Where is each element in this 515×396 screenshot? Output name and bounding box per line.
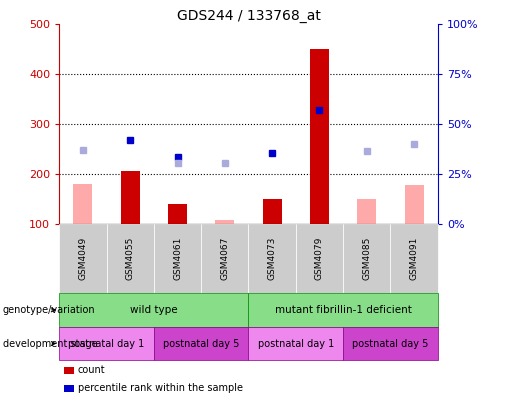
Bar	[390, 224, 438, 293]
Bar	[215, 220, 234, 224]
Bar	[64, 385, 74, 392]
Text: GSM4085: GSM4085	[362, 237, 371, 280]
Text: postnatal day 1: postnatal day 1	[258, 339, 334, 348]
Bar	[201, 224, 248, 293]
Bar	[74, 184, 92, 224]
Text: development stage: development stage	[3, 339, 97, 348]
Bar	[343, 327, 438, 360]
Bar	[107, 224, 154, 293]
Bar	[343, 224, 390, 293]
Text: postnatal day 5: postnatal day 5	[163, 339, 239, 348]
Bar	[248, 327, 343, 360]
Text: percentile rank within the sample: percentile rank within the sample	[78, 383, 243, 393]
Bar	[405, 185, 423, 224]
Text: count: count	[78, 365, 106, 375]
Bar	[263, 199, 282, 224]
Text: genotype/variation: genotype/variation	[3, 305, 95, 315]
Text: postnatal day 1: postnatal day 1	[68, 339, 145, 348]
Text: GSM4091: GSM4091	[409, 237, 419, 280]
Bar	[248, 293, 438, 327]
Text: GSM4049: GSM4049	[78, 237, 88, 280]
Bar	[310, 49, 329, 224]
Title: GDS244 / 133768_at: GDS244 / 133768_at	[177, 9, 320, 23]
Bar	[168, 204, 187, 224]
Text: postnatal day 5: postnatal day 5	[352, 339, 428, 348]
Bar	[59, 224, 107, 293]
Bar	[154, 327, 248, 360]
Bar	[59, 293, 248, 327]
Bar	[154, 224, 201, 293]
Bar	[357, 199, 376, 224]
Bar	[248, 224, 296, 293]
Bar	[59, 327, 154, 360]
Text: GSM4061: GSM4061	[173, 237, 182, 280]
Text: GSM4067: GSM4067	[220, 237, 229, 280]
Bar	[121, 171, 140, 224]
Text: GSM4055: GSM4055	[126, 237, 135, 280]
Bar	[296, 224, 343, 293]
Text: wild type: wild type	[130, 305, 178, 315]
Bar	[64, 367, 74, 374]
Text: GSM4073: GSM4073	[268, 237, 277, 280]
Text: GSM4079: GSM4079	[315, 237, 324, 280]
Text: mutant fibrillin-1 deficient: mutant fibrillin-1 deficient	[274, 305, 411, 315]
